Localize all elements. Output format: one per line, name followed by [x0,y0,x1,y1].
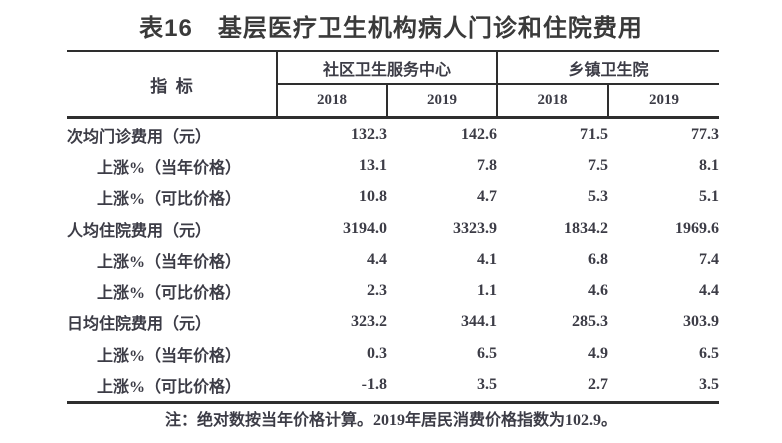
table-row: 上涨%（当年价格） 4.4 4.1 6.8 7.4 [67,244,719,275]
row-label: 上涨%（可比价格） [97,191,242,209]
row-label: 日均住院费用（元） [67,316,212,334]
cell-value: 303.9 [683,313,720,331]
row-label: 上涨%（可比价格） [97,285,242,303]
cell-value: 4.1 [477,250,498,268]
table-row: 上涨%（当年价格） 13.1 7.8 7.5 8.1 [67,150,719,181]
cell-value: 1969.6 [675,219,720,237]
table-row: 日均住院费用（元） 323.2 344.1 285.3 303.9 [67,307,719,338]
cell-value: 13.1 [359,156,387,174]
cell-value: 5.1 [699,188,720,206]
row-label: 次均门诊费用（元） [67,128,212,146]
cell-value: 4.4 [699,282,720,300]
cell-value: 6.5 [699,344,720,362]
cell-value: 1.1 [477,282,498,300]
cell-value: -1.8 [361,376,387,394]
cell-value: 3.5 [699,376,720,394]
cell-value: 4.6 [588,282,609,300]
cell-value: 344.1 [461,313,498,331]
table-row: 上涨%（可比价格） 2.3 1.1 4.6 4.4 [67,275,719,306]
cell-value: 7.8 [477,156,498,174]
row-label: 上涨%（当年价格） [97,253,242,271]
footnote: 注：绝对数按当年价格计算。2019年居民消费价格指数为102.9。 [164,412,617,429]
table-row: 上涨%（当年价格） 0.3 6.5 4.9 6.5 [67,338,719,369]
row-label: 人均住院费用（元） [67,222,212,240]
cell-value: 0.3 [367,344,387,362]
header-year-township-2018: 2018 [497,84,610,119]
header-year-row: 2018 2019 2018 2019 [67,84,720,119]
cell-value: 71.5 [580,125,609,143]
cell-value: 8.1 [699,156,720,174]
header-group-row: 指 标 社区卫生服务中心 乡镇卫生院 [67,51,720,119]
cell-value: 2.3 [367,282,387,300]
cell-value: 2.7 [588,376,609,394]
header-year-community-2019: 2019 [387,84,499,119]
table-row: 人均住院费用（元） 3194.0 3323.9 1834.2 1969.6 [67,213,719,244]
cell-value: 10.8 [359,188,387,206]
cell-value: 132.3 [351,125,387,143]
cell-value: 142.6 [461,125,498,143]
cell-value: 3194.0 [343,219,387,237]
cell-value: 7.4 [699,250,720,268]
cell-value: 5.3 [588,188,609,206]
cell-value: 6.8 [588,250,609,268]
row-label: 上涨%（当年价格） [97,347,242,365]
cell-value: 285.3 [572,313,609,331]
statistics-table: 指 标 社区卫生服务中心 乡镇卫生院 2018 2019 2018 2019 次… [67,50,720,404]
cell-value: 77.3 [691,125,720,143]
cell-value: 7.5 [588,156,609,174]
table-header: 指 标 社区卫生服务中心 乡镇卫生院 2018 2019 2018 2019 [67,51,720,119]
cell-value: 4.4 [367,250,387,268]
header-indicator: 指 标 [67,51,278,119]
row-label: 上涨%（可比价格） [97,379,242,397]
cell-value: 4.7 [477,188,498,206]
table-body: 次均门诊费用（元） 132.3 142.6 71.5 77.3 上涨%（当年价格… [67,118,719,403]
table-row: 上涨%（可比价格） 10.8 4.7 5.3 5.1 [67,182,719,213]
cell-value: 4.9 [588,344,609,362]
table-row: 上涨%（可比价格） -1.8 3.5 2.7 3.5 [67,369,719,402]
cell-value: 6.5 [477,344,498,362]
cell-value: 3323.9 [453,219,498,237]
header-group-community-center: 社区卫生服务中心 [277,51,499,85]
cell-value: 3.5 [477,376,498,394]
row-label: 上涨%（当年价格） [97,159,242,177]
header-year-community-2018: 2018 [277,84,388,119]
header-year-township-2019: 2019 [608,84,720,119]
cell-value: 1834.2 [564,219,609,237]
table-title: 表16 基层医疗卫生机构病人门诊和住院费用 [139,15,643,42]
table-row: 次均门诊费用（元） 132.3 142.6 71.5 77.3 [67,118,719,151]
header-group-township-hospital: 乡镇卫生院 [497,51,720,85]
cell-value: 323.2 [351,313,387,331]
